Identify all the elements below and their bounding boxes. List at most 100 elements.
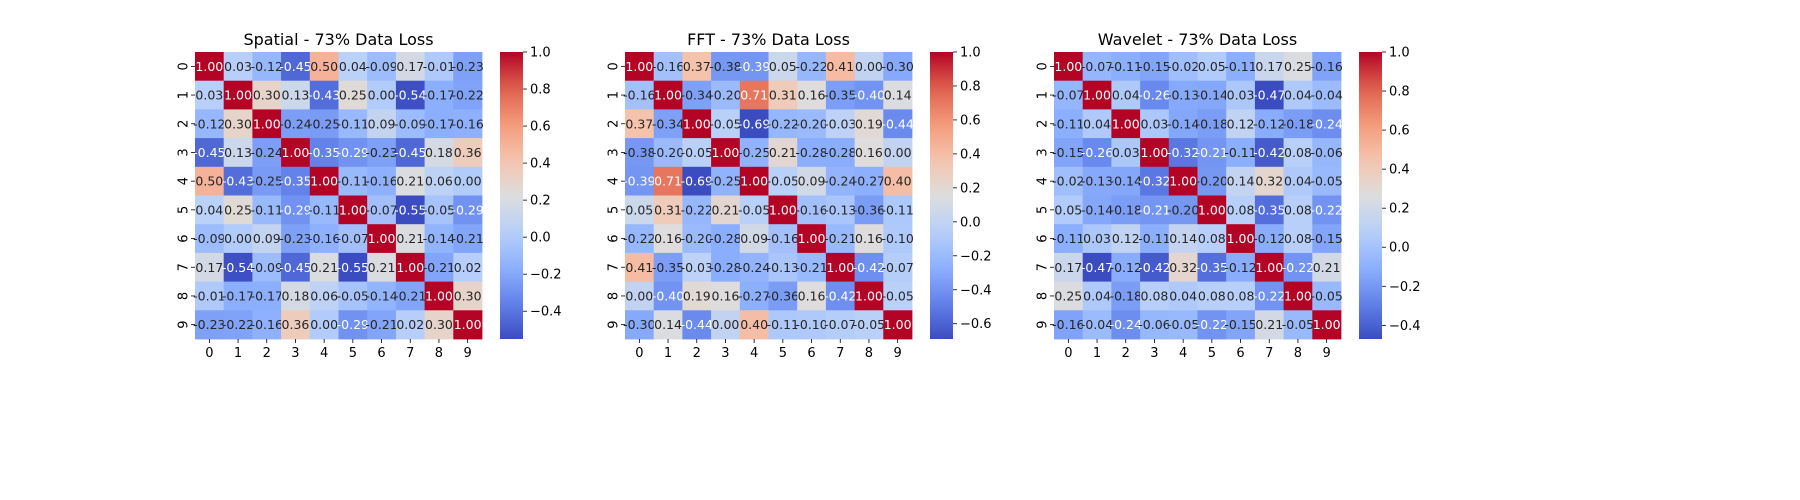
cell-value-label: -0.02: [1052, 174, 1084, 189]
heatmap-cell: [195, 52, 225, 82]
cell-value-label: 0.16: [798, 88, 826, 103]
cell-value-label: 0.16: [855, 145, 883, 160]
cell-value-label: -0.35: [1253, 202, 1285, 217]
heatmap-cell: [1082, 310, 1112, 340]
colorbar-tick-label: 0.6: [1389, 124, 1410, 139]
heatmap-cell: [625, 80, 655, 110]
cell-value-label: -0.69: [681, 174, 713, 189]
heatmap-cell: [1226, 80, 1256, 110]
cell-value-label: 0.09: [798, 174, 826, 189]
cell-value-label: -0.02: [1167, 59, 1199, 74]
heatmap-cell: [453, 195, 483, 225]
cell-value-label: -0.05: [709, 116, 741, 131]
cell-value-label: 0.16: [798, 288, 826, 303]
cell-value-label: 0.00: [712, 317, 740, 332]
y-tick-label: 9: [607, 321, 622, 329]
heatmap-cell: [252, 195, 282, 225]
heatmap-cell: [1254, 252, 1284, 282]
heatmap-cell: [797, 224, 827, 254]
heatmap-cell: [395, 166, 425, 196]
cell-value-label: -0.05: [881, 288, 913, 303]
cell-value-label: 0.37: [625, 116, 653, 131]
heatmap-cell: [195, 166, 225, 196]
heatmap-cell: [395, 252, 425, 282]
heatmap-cell: [1168, 52, 1198, 82]
cell-value-label: 1.00: [224, 88, 252, 103]
cell-value-label: -0.15: [1224, 317, 1256, 332]
cell-value-label: -0.20: [1196, 174, 1228, 189]
heatmap-cell: [854, 80, 884, 110]
cell-value-label: -0.14: [1196, 88, 1228, 103]
heatmap-cell: [1226, 252, 1256, 282]
cell-value-label: -0.22: [623, 231, 655, 246]
x-tick-label: 4: [1179, 346, 1187, 361]
y-tick-label: 4: [607, 177, 622, 185]
cell-value-label: -0.15: [1138, 59, 1170, 74]
heatmap-cell: [1054, 166, 1084, 196]
cell-value-label: 0.12: [1227, 116, 1255, 131]
cell-value-label: -0.25: [308, 116, 340, 131]
colorbar-tick-label: 0.2: [530, 194, 551, 209]
heatmap-cell: [195, 80, 225, 110]
cell-value-label: -0.21: [824, 231, 856, 246]
heatmap-cell: [854, 195, 884, 225]
cell-value-label: -0.14: [1081, 202, 1113, 217]
cell-value-label: -0.35: [279, 174, 311, 189]
cell-value-label: -0.09: [394, 116, 426, 131]
y-tick-label: 0: [177, 62, 192, 70]
x-tick-label: 2: [693, 346, 701, 361]
heatmap-cell: [682, 252, 712, 282]
heatmap-cell: [1254, 138, 1284, 168]
heatmap-cell: [625, 109, 655, 139]
cell-value-label: 1.00: [1083, 88, 1111, 103]
heatmap-cell: [854, 109, 884, 139]
heatmap-cell: [1140, 252, 1170, 282]
cell-value-label: -0.44: [681, 317, 713, 332]
heatmap-cell: [1082, 166, 1112, 196]
cell-value-label: -0.12: [1224, 260, 1256, 275]
y-tick-label: 1: [607, 91, 622, 99]
cell-value-label: -0.03: [824, 116, 856, 131]
colorbar-tick-label: 1.0: [960, 46, 981, 61]
y-tick-label: 4: [177, 177, 192, 185]
heatmap-cell: [711, 281, 741, 311]
heatmap-cell: [1054, 109, 1084, 139]
heatmap-cell: [825, 310, 855, 340]
cell-value-label: 0.30: [425, 317, 453, 332]
colorbar-tick-label: 0.0: [1389, 241, 1410, 256]
cell-value-label: -0.16: [251, 317, 283, 332]
cell-value-label: -0.30: [623, 317, 655, 332]
cell-value-label: 0.36: [454, 145, 482, 160]
cell-value-label: -0.23: [193, 317, 225, 332]
x-tick-label: 3: [291, 346, 299, 361]
heatmap-cell: [1312, 109, 1342, 139]
cell-value-label: -0.27: [738, 288, 770, 303]
cell-value-label: 0.32: [1169, 260, 1197, 275]
colorbar: [500, 52, 523, 339]
cell-value-label: -0.11: [1052, 231, 1084, 246]
cell-value-label: 1.00: [1284, 288, 1312, 303]
heatmap-cell: [768, 252, 798, 282]
y-tick-label: 0: [1036, 62, 1051, 70]
heatmap-cell: [338, 224, 368, 254]
heatmap-cell: [883, 224, 913, 254]
heatmap-cell: [252, 281, 282, 311]
cell-value-label: -0.05: [853, 317, 885, 332]
cell-value-label: -0.20: [709, 88, 741, 103]
cell-value-label: 1.00: [855, 288, 883, 303]
heatmap-cell: [367, 195, 397, 225]
cell-value-label: 1.00: [253, 116, 281, 131]
cell-value-label: -0.05: [1282, 317, 1314, 332]
heatmap-cell: [625, 52, 655, 82]
heatmap-cell: [768, 52, 798, 82]
cell-value-label: -0.39: [738, 59, 770, 74]
cell-value-label: -0.11: [1224, 145, 1256, 160]
heatmap-cell: [883, 138, 913, 168]
cell-value-label: -0.11: [337, 116, 369, 131]
cell-value-label: 0.06: [425, 174, 453, 189]
cell-value-label: -0.05: [738, 202, 770, 217]
cell-value-label: -0.21: [1196, 145, 1228, 160]
heatmap-cell: [338, 195, 368, 225]
x-tick-label: 1: [664, 346, 672, 361]
x-tick-label: 3: [721, 346, 729, 361]
